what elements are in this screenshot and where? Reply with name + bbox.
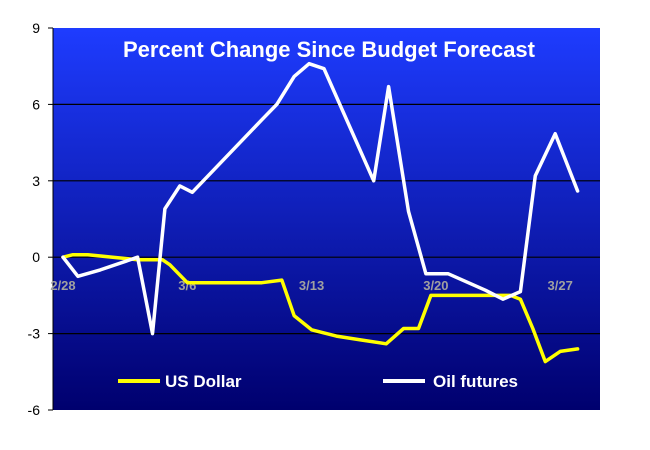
x-category-label: 3/27: [548, 278, 573, 293]
legend-label: Oil futures: [433, 372, 518, 391]
y-tick-label: 0: [32, 249, 40, 265]
plot-area: [53, 28, 600, 410]
legend: US Dollar Oil futures: [118, 372, 518, 391]
series-lines: [61, 61, 580, 364]
legend-label: US Dollar: [165, 372, 242, 391]
chart-title: Percent Change Since Budget Forecast: [123, 37, 536, 62]
series-line-us-dollar: [61, 252, 580, 364]
y-tick-label: 3: [32, 173, 40, 189]
x-category-label: 3/20: [423, 278, 448, 293]
y-tick-label: -3: [28, 326, 41, 342]
y-tick-label: 9: [32, 20, 40, 36]
x-category-label: 3/13: [299, 278, 324, 293]
x-category-label: 2/28: [50, 278, 75, 293]
series-line-oil-futures: [61, 61, 580, 336]
y-tick-label: -6: [28, 402, 41, 418]
y-tick-label: 6: [32, 96, 40, 112]
